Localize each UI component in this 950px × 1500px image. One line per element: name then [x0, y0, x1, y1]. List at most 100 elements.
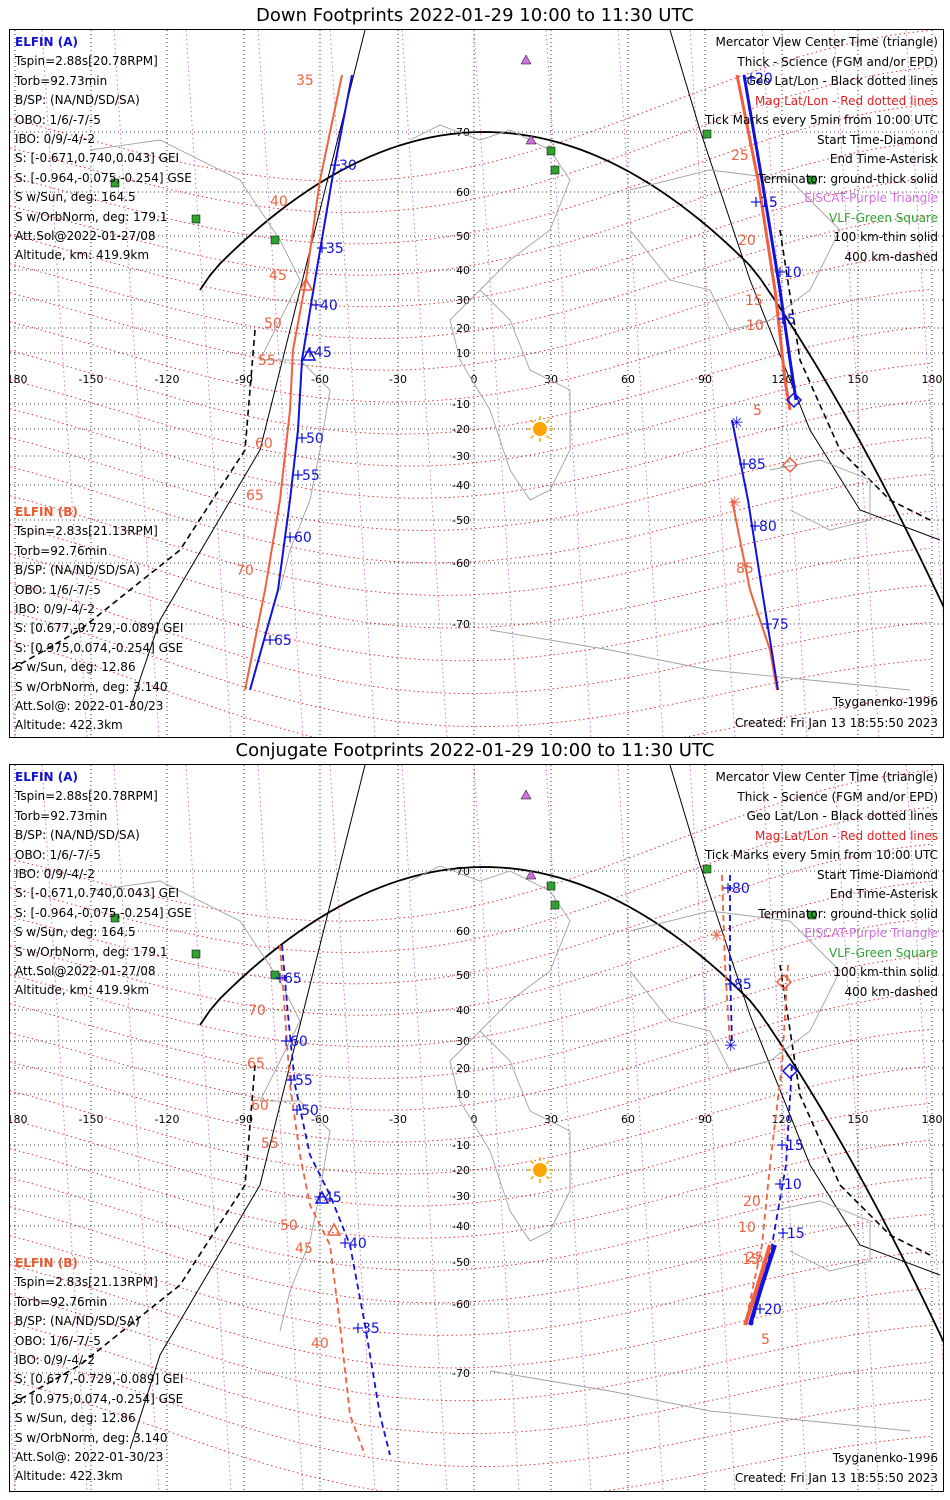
- vlf-square-icon: [191, 214, 201, 224]
- lat-label: -60: [452, 557, 470, 570]
- elfin-b-tick-label: 55: [261, 1136, 279, 1152]
- legend-item: Geo Lat/Lon - Black dotted lines: [746, 809, 938, 823]
- lat-label: -40: [452, 479, 470, 492]
- lat-label: 60: [456, 925, 470, 938]
- info-line: Att.Sol@2022-01-27/08: [15, 963, 156, 978]
- elfin-a-track: [742, 74, 798, 401]
- lat-label: 30: [456, 294, 470, 307]
- vlf-square-icon: [550, 900, 560, 910]
- elfin-a-track: [249, 74, 353, 691]
- panel-title-down: Down Footprints 2022-01-29 10:00 to 11:3…: [256, 5, 694, 26]
- terminator-100km: [669, 30, 941, 541]
- elfin-b-info: ELFIN (B) Tspin=2.83s[21.13RPM] Torb=92.…: [15, 503, 183, 736]
- elfin-a-tick-label: 60: [294, 530, 312, 546]
- lon-label: 0: [471, 373, 478, 386]
- coastline: [489, 629, 911, 691]
- info-line: Tspin=2.83s[21.13RPM]: [15, 1275, 158, 1290]
- info-line: S w/OrbNorm, deg: 179.1: [15, 209, 168, 224]
- mag-lat-line: [10, 1235, 931, 1336]
- legend-item: Mag Lat/Lon - Red dotted lines: [754, 828, 938, 843]
- coastline: [769, 1200, 871, 1272]
- legend-item: EISCAT-Purple Triangle: [804, 191, 938, 205]
- sun-ray: [545, 419, 550, 424]
- elfin-a-info: ELFIN (A) Tspin=2.88s[20.78RPM] Torb=92.…: [15, 768, 192, 1001]
- elfin-a-tick-label: 15: [760, 195, 778, 211]
- coastline: [449, 1030, 571, 1242]
- elfin-b-track: [244, 74, 343, 691]
- lon-label: -30: [389, 373, 407, 386]
- mag-lon-line: [257, 30, 304, 737]
- mag-lat-line: [10, 880, 931, 1016]
- lon-label: -120: [155, 1113, 180, 1126]
- mag-lat-line: [10, 524, 931, 629]
- map-panel-down: 10203040506070-10-20-30-40-50-60-70-180-…: [9, 29, 944, 738]
- mag-lat-line: [10, 103, 931, 245]
- info-line: S: [-0.964,-0.075,-0.254] GSE: [15, 905, 192, 920]
- vlf-square-icon: [807, 910, 817, 920]
- mag-lat-line: [10, 917, 931, 1048]
- info-line: OBO: 1/6/-7/-5: [15, 112, 101, 127]
- legend-item: Thick - Science (FGM and/or EPD): [737, 789, 938, 804]
- info-line: Altitude: 422.3km: [15, 718, 123, 733]
- elfin-b-tick-label: 15: [745, 293, 763, 309]
- eiscat-triangle-icon: [520, 789, 532, 800]
- info-line: S w/Sun, deg: 164.5: [15, 190, 136, 205]
- map-svg-down: 10203040506070-10-20-30-40-50-60-70-180-…: [10, 30, 943, 737]
- info-line: Tspin=2.88s[20.78RPM]: [15, 789, 158, 804]
- elfin-b-tick-label: 70: [248, 1003, 266, 1019]
- vlf-square-icon: [702, 864, 712, 874]
- end-time-asterisk-icon: ✳: [728, 493, 741, 512]
- info-line: Tspin=2.83s[21.13RPM]: [15, 524, 158, 539]
- mag-lat-line: [10, 843, 931, 985]
- elfin-b-track: [731, 499, 778, 691]
- info-line: Att.Sol@: 2022-01-30/23: [15, 1449, 164, 1464]
- elfin-b-track: [279, 944, 366, 1456]
- lat-label: 30: [456, 1035, 470, 1048]
- info-line: Torb=92.73min: [15, 808, 108, 823]
- elfin-b-tick-label: 50: [280, 1218, 298, 1234]
- elfin-b-info: ELFIN (B) Tspin=2.83s[21.13RPM] Torb=92.…: [15, 1254, 183, 1487]
- info-line: IBO: 0/9/-4/-2: [15, 866, 95, 881]
- elfin-a-tick-label: 50: [306, 431, 324, 447]
- info-line: Altitude, km: 419.9km: [15, 248, 150, 263]
- end-time-asterisk-icon: ✳: [710, 926, 723, 945]
- elfin-a-track: [281, 944, 391, 1456]
- lat-label: 50: [456, 230, 470, 243]
- lat-label: -30: [452, 450, 470, 463]
- mag-lat-line: [10, 991, 931, 1111]
- mag-lat-line: [10, 140, 931, 276]
- info-line: Altitude, km: 419.9km: [15, 983, 150, 998]
- elfin-a-tick-label: 10: [784, 1177, 802, 1193]
- lon-label: -90: [235, 1113, 253, 1126]
- elfin-b-tick-label: 85: [736, 561, 754, 577]
- mag-lat-line: [10, 66, 931, 213]
- elfin-a-header: ELFIN (A): [15, 35, 78, 49]
- elfin-a-tick-label: 85: [748, 457, 766, 473]
- mag-lon-line: [473, 30, 520, 737]
- info-line: S: [0.677,-0.729,-0.089] GEI: [15, 621, 184, 636]
- terminator-400km: [779, 229, 931, 521]
- info-line: S w/OrbNorm, deg: 3.140: [15, 679, 168, 694]
- mag-lon-line: [113, 30, 160, 737]
- info-line: B/SP: (NA/ND/SD/SA): [15, 1314, 140, 1329]
- info-line: IBO: 0/9/-4/-2: [15, 1352, 95, 1367]
- info-line: Altitude: 422.3km: [15, 1469, 123, 1484]
- elfin-a-info: ELFIN (A) Tspin=2.88s[20.78RPM] Torb=92.…: [15, 33, 192, 266]
- elfin-a-tick-label: 65: [274, 633, 292, 649]
- vlf-square-icon: [702, 129, 712, 139]
- model-label: Tsyganenko-1996: [832, 695, 938, 709]
- info-line: IBO: 0/9/-4/-2: [15, 131, 95, 146]
- lon-label: -90: [235, 373, 253, 386]
- eiscat-triangle-icon: [525, 134, 537, 145]
- elfin-a-tick-label: 35: [326, 241, 344, 257]
- legend-item: End Time-Asterisk: [829, 887, 938, 901]
- elfin-a-tick-label: 55: [295, 1073, 313, 1089]
- info-line: Torb=92.73min: [15, 73, 108, 88]
- mag-lon-line: [617, 765, 664, 1491]
- lon-label: 0: [471, 1113, 478, 1126]
- coastline: [449, 289, 571, 501]
- lat-label: -20: [452, 1164, 470, 1177]
- legend-item: Thick - Science (FGM and/or EPD): [737, 54, 938, 69]
- mag-lat-line: [10, 806, 931, 953]
- vlf-square-icon: [546, 881, 556, 891]
